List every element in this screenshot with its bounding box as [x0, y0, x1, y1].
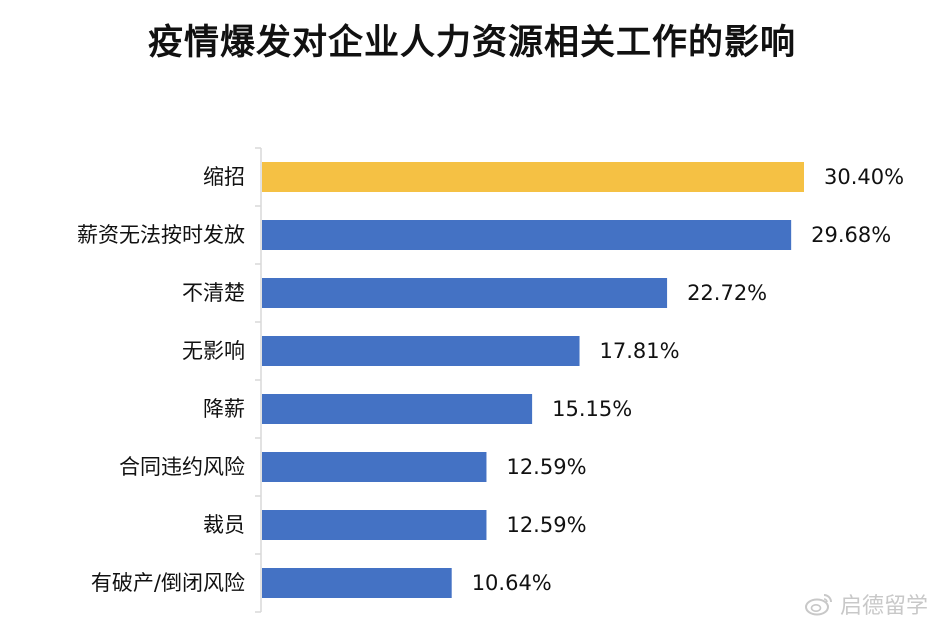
bar: [262, 162, 804, 192]
watermark: 启德留学: [804, 588, 928, 620]
bar: [262, 220, 792, 250]
category-label: 薪资无法按时发放: [77, 223, 245, 247]
bar: [262, 510, 487, 540]
value-label: 17.81%: [600, 339, 680, 363]
value-label: 10.64%: [472, 571, 552, 595]
bar: [262, 278, 668, 308]
category-label: 降薪: [203, 397, 245, 421]
watermark-text: 启德留学: [839, 594, 928, 619]
category-label: 有破产/倒闭风险: [91, 571, 245, 595]
category-label: 合同违约风险: [119, 455, 245, 479]
chart-title: 疫情爆发对企业人力资源相关工作的影响: [147, 23, 796, 63]
value-label: 29.68%: [811, 223, 891, 247]
value-label: 22.72%: [687, 281, 767, 305]
category-label: 不清楚: [182, 281, 245, 305]
bar: [262, 336, 580, 366]
value-label: 15.15%: [552, 397, 632, 421]
bar: [262, 568, 452, 598]
value-label: 12.59%: [506, 455, 586, 479]
bar: [262, 452, 487, 482]
category-label: 缩招: [203, 165, 245, 189]
category-label: 裁员: [203, 513, 245, 537]
category-label: 无影响: [182, 339, 245, 363]
weibo-icon: [804, 594, 832, 616]
value-label: 12.59%: [506, 513, 586, 537]
bar: [262, 394, 533, 424]
value-label: 30.40%: [824, 165, 904, 189]
